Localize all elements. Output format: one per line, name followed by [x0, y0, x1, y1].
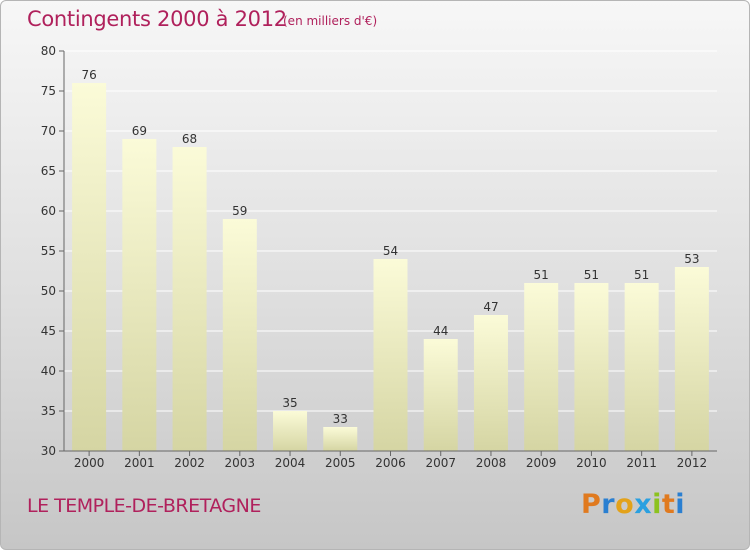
x-tick-label: 2010 [576, 456, 607, 470]
proxiti-logo[interactable]: Proxiti [581, 489, 685, 520]
x-tick-label: 2011 [626, 456, 657, 470]
y-tick-label: 45 [41, 324, 56, 338]
data-label: 53 [684, 252, 699, 266]
logo-letter: r [601, 489, 616, 520]
bar [574, 283, 609, 451]
y-tick-label: 70 [41, 124, 56, 138]
data-label: 33 [333, 412, 348, 426]
bar [624, 283, 659, 451]
x-tick-label: 2000 [74, 456, 105, 470]
y-tick-label: 30 [41, 444, 56, 458]
data-label: 51 [584, 268, 599, 282]
x-tick-label: 2001 [124, 456, 155, 470]
data-label: 51 [634, 268, 649, 282]
y-tick-label: 40 [41, 364, 56, 378]
x-tick-label: 2012 [677, 456, 708, 470]
chart-title: Contingents 2000 à 2012 [27, 7, 287, 31]
data-label: 76 [81, 68, 96, 82]
bar [524, 283, 559, 451]
x-tick-label: 2003 [225, 456, 256, 470]
x-tick-label: 2005 [325, 456, 356, 470]
data-label: 44 [433, 324, 448, 338]
bar [373, 259, 408, 451]
data-label: 68 [182, 132, 197, 146]
data-label: 54 [383, 244, 398, 258]
y-tick-label: 65 [41, 164, 56, 178]
y-tick-label: 35 [41, 404, 56, 418]
logo-letter: i [675, 489, 686, 520]
x-tick-label: 2004 [275, 456, 306, 470]
x-tick-label: 2009 [526, 456, 557, 470]
y-tick-label: 50 [41, 284, 56, 298]
data-label: 51 [534, 268, 549, 282]
data-label: 47 [483, 300, 498, 314]
y-tick-label: 80 [41, 44, 56, 58]
logo-letter: x [634, 489, 653, 520]
bar [122, 139, 157, 451]
data-label: 59 [232, 204, 247, 218]
data-label: 69 [132, 124, 147, 138]
logo-letter: t [661, 489, 676, 520]
y-tick-label: 75 [41, 84, 56, 98]
y-tick-label: 55 [41, 244, 56, 258]
place-name: LE TEMPLE-DE-BRETAGNE [27, 495, 261, 517]
bar [423, 339, 458, 451]
bar [273, 411, 308, 451]
x-tick-label: 2008 [476, 456, 507, 470]
data-label: 35 [282, 396, 297, 410]
x-tick-label: 2006 [375, 456, 406, 470]
x-tick-label: 2007 [425, 456, 456, 470]
bar [72, 83, 107, 451]
bar [674, 267, 709, 451]
y-tick-label: 60 [41, 204, 56, 218]
x-tick-label: 2002 [174, 456, 205, 470]
bar [222, 219, 257, 451]
logo-letter: o [615, 489, 635, 520]
logo-letter: P [581, 489, 602, 520]
bar [172, 147, 207, 451]
chart-unit: (en milliers d'€) [283, 14, 378, 28]
logo-letter: i [652, 489, 662, 520]
bar [323, 427, 358, 451]
bar [473, 315, 508, 451]
